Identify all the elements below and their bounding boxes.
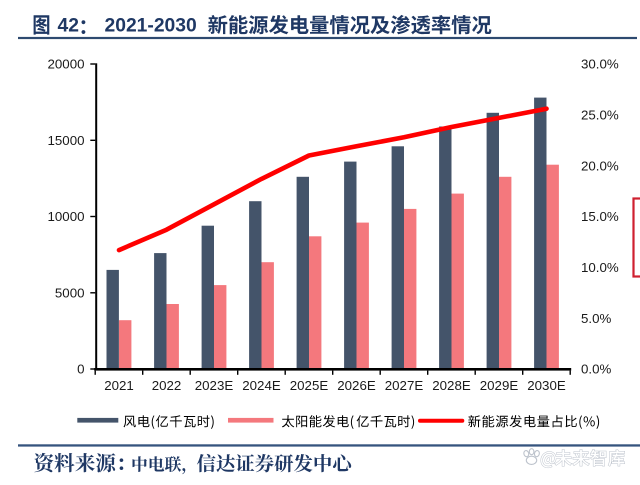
svg-text:2029E: 2029E [480,378,519,393]
svg-text:5000: 5000 [55,285,85,300]
svg-text:30.0%: 30.0% [581,57,619,72]
svg-text:10000: 10000 [48,209,85,224]
svg-text:2021: 2021 [104,378,134,393]
svg-text:2022: 2022 [152,378,182,393]
svg-text:2030E: 2030E [527,378,566,393]
svg-text:15000: 15000 [48,133,85,148]
svg-text:25.0%: 25.0% [581,108,619,123]
svg-text:2027E: 2027E [385,378,424,393]
svg-text:10.0%: 10.0% [581,260,619,275]
svg-text:2021-2030: 2021-2030 [105,16,197,37]
svg-text:2023E: 2023E [195,378,234,393]
svg-text:5.0%: 5.0% [581,311,611,326]
svg-text:2026E: 2026E [337,378,376,393]
svg-text:2024E: 2024E [242,378,281,393]
svg-text:42: 42 [58,16,79,37]
svg-text:15.0%: 15.0% [581,209,619,224]
svg-text:20000: 20000 [48,57,85,72]
svg-text:2028E: 2028E [432,378,471,393]
svg-text:0: 0 [77,362,84,377]
svg-text:0.0%: 0.0% [581,362,611,377]
svg-text:2025E: 2025E [290,378,329,393]
svg-text:20.0%: 20.0% [581,158,619,173]
